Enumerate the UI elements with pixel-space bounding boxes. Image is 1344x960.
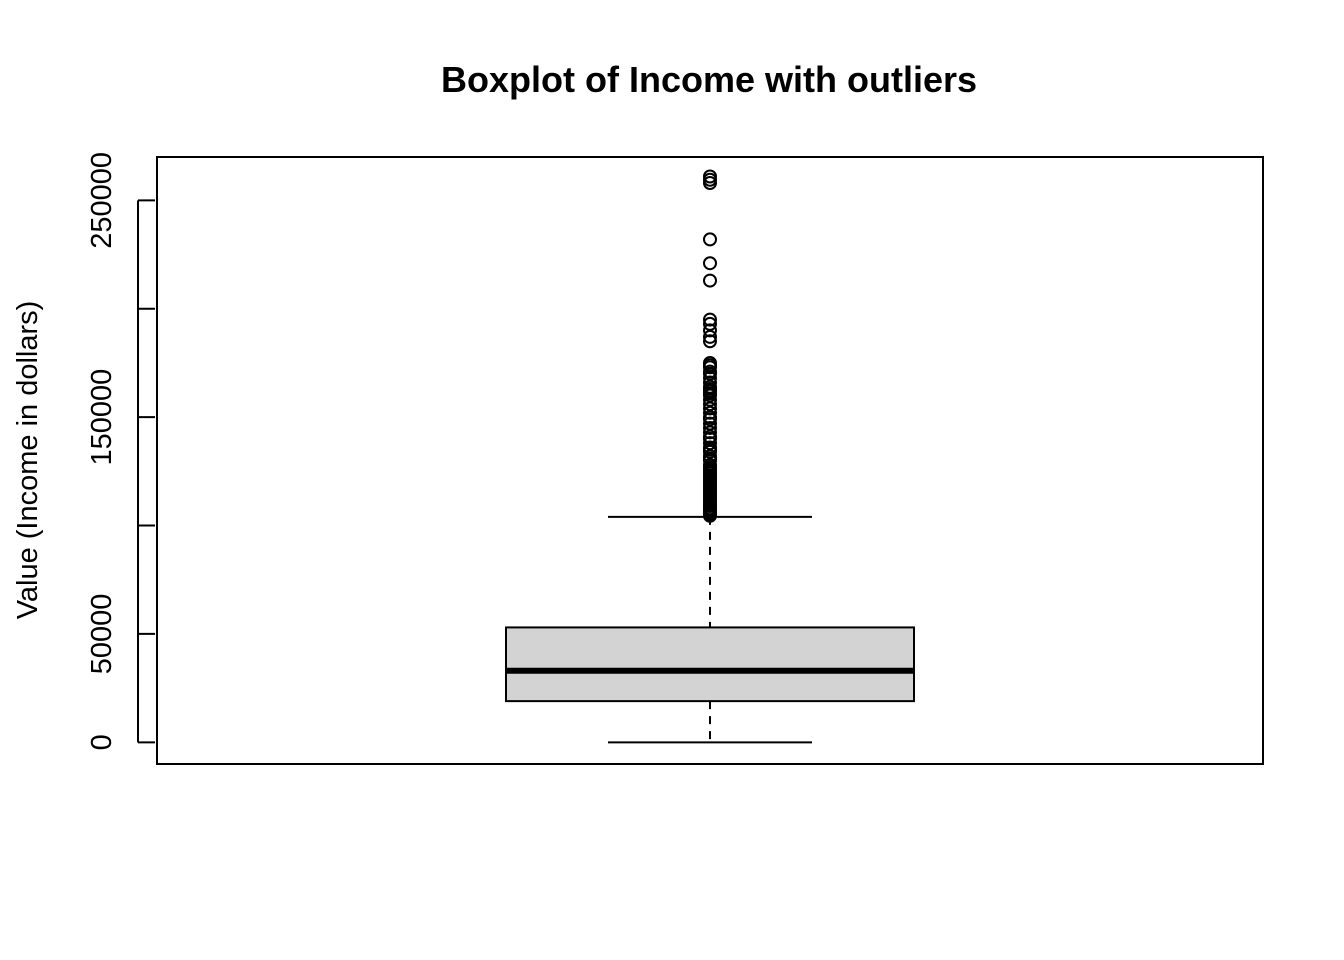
outlier-point: [703, 232, 717, 247]
outlier-point: [703, 440, 717, 455]
outlier-point: [703, 329, 717, 344]
outlier-point: [703, 379, 717, 394]
outlier-point: [703, 405, 717, 420]
outlier-point: [703, 355, 717, 370]
outlier-point: [703, 323, 717, 338]
outlier-point: [703, 256, 717, 271]
outlier-point: [703, 169, 717, 184]
plot-frame: [156, 156, 1264, 765]
chart-title: Boxplot of Income with outliers: [441, 59, 977, 100]
y-tick-label: 50000: [86, 594, 118, 675]
outlier-point: [703, 416, 717, 431]
outlier-point: [703, 364, 717, 379]
outlier-point: [703, 436, 717, 451]
outlier-point: [703, 429, 717, 444]
outlier-point: [703, 410, 717, 425]
outlier-point: [703, 371, 717, 386]
box-group: [505, 515, 915, 744]
outlier-point: [703, 401, 717, 416]
outlier-point: [703, 375, 717, 390]
outlier-point: [703, 397, 717, 412]
y-tick-label: 0: [86, 734, 118, 750]
outlier-point: [703, 392, 717, 407]
outlier-group: [703, 169, 717, 523]
outlier-point: [703, 316, 717, 331]
outlier-point: [703, 273, 717, 288]
outlier-point: [703, 312, 717, 327]
y-axis: 0 50000 150000 250000: [86, 152, 155, 750]
outlier-point: [703, 449, 717, 464]
iqr-box: [505, 626, 915, 703]
y-tick-label: 150000: [86, 369, 118, 466]
outlier-point: [703, 457, 717, 472]
outlier-point: [703, 334, 717, 349]
outlier-point: [703, 425, 717, 440]
y-axis-label: Value (Income in dollars): [12, 301, 44, 620]
outlier-point: [703, 420, 717, 435]
y-tick-label: 250000: [86, 152, 118, 249]
